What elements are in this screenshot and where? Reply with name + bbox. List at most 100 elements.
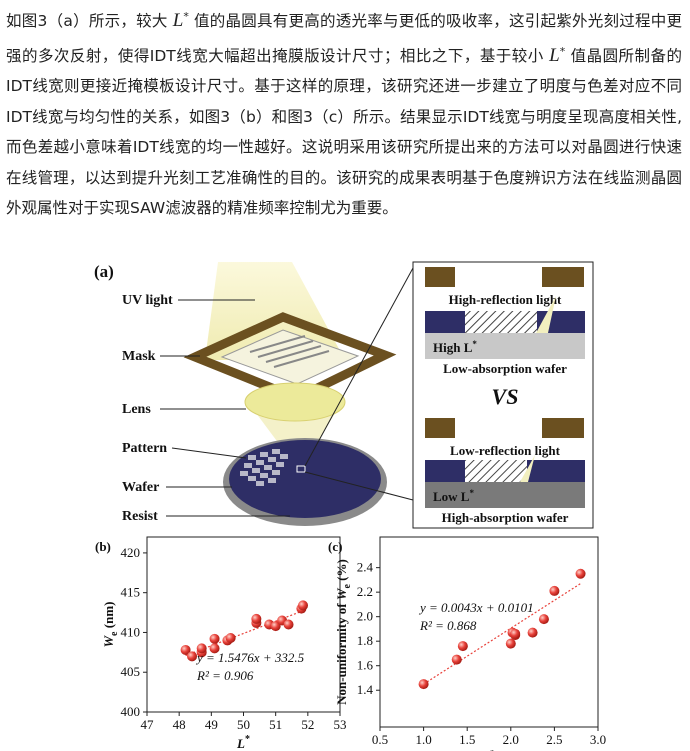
label-leaders [160, 299, 290, 517]
x-tick-label: 52 [301, 717, 314, 732]
point [549, 585, 560, 596]
y-tick-label: 1.8 [357, 633, 373, 648]
point [209, 643, 220, 654]
mask-block [542, 418, 584, 438]
light-ray [520, 455, 535, 482]
hatch [465, 460, 527, 482]
point [251, 613, 262, 624]
y-tick-label: 2.4 [357, 560, 374, 575]
y-tick-label: 410 [121, 624, 141, 639]
point [505, 638, 516, 649]
label-part: W [334, 587, 349, 600]
label-part: L [236, 736, 245, 751]
label: Wafer [122, 480, 159, 495]
point [225, 633, 236, 644]
zoom-line [304, 267, 414, 467]
point [187, 651, 198, 662]
mask-frame [183, 312, 397, 403]
point [575, 568, 586, 579]
panel-label: (b) [95, 539, 111, 554]
y-axis-label: We (nm) [101, 602, 120, 648]
y-tick-label: 1.4 [357, 682, 374, 697]
label: UV light [122, 293, 173, 308]
inset-text: * [472, 339, 477, 349]
x-axis-label: ΔE*ab [473, 749, 506, 751]
zoom-line [304, 471, 414, 501]
label: Pattern [122, 441, 167, 456]
x-tick-label: 0.5 [372, 732, 388, 747]
y-tick-label: 2.0 [357, 609, 373, 624]
inset-text: Low L [433, 489, 470, 504]
x-tick-label: 51 [269, 717, 282, 732]
inset-text: Low-absorption wafer [443, 361, 567, 376]
label-part: * [245, 734, 250, 745]
pattern-grid [240, 449, 288, 486]
y-tick-label: 415 [121, 585, 141, 600]
equation: y = 0.0043x + 0.0101 [418, 600, 534, 615]
x-tick-label: 53 [334, 717, 347, 732]
equation: y = 1.5476x + 332.5 [195, 650, 305, 665]
symbol-sup: * [183, 10, 189, 23]
y-tick-label: 400 [121, 704, 141, 719]
label: Lens [122, 402, 151, 417]
label-part: * [490, 749, 495, 751]
r-squared: R² = 0.868 [419, 618, 477, 633]
trend-line [423, 583, 581, 685]
point [196, 643, 207, 654]
label-part: (nm) [101, 602, 116, 632]
zoom-box [296, 465, 306, 473]
inset-text: * [469, 488, 474, 498]
y-tick-label: 420 [121, 545, 141, 560]
mask-block [425, 267, 455, 287]
label-part: e [109, 631, 120, 636]
x-tick-label: 2.5 [546, 732, 562, 747]
mask-block [542, 267, 584, 287]
mask-lines [249, 335, 330, 368]
light-ray [536, 296, 556, 333]
point [510, 628, 521, 639]
x-tick-label: 1.0 [415, 732, 431, 747]
resist [229, 440, 381, 518]
label-part: (%) [334, 559, 349, 584]
inset-text: High-absorption wafer [442, 510, 569, 525]
x-tick-label: 3.0 [590, 732, 606, 747]
point [298, 600, 309, 611]
text: 值的晶圆具有更高的透光率与更低的吸收率，这引起紫外光刻过程中更强的多次反射，使得… [6, 12, 682, 65]
text: 如图3（a）所示，较大 [6, 12, 173, 31]
label-part: Non-uniformity of [334, 600, 349, 705]
wafer-layer [425, 482, 585, 508]
point [418, 679, 429, 690]
symbol: L [549, 44, 560, 66]
x-tick-label: 2.0 [503, 732, 519, 747]
y-axis-label: Non-uniformity of We (%) [334, 559, 353, 705]
y-tick-label: 405 [121, 664, 141, 679]
x-axis-label: L* [236, 734, 250, 751]
point [209, 633, 220, 644]
x-tick-label: 48 [173, 717, 186, 732]
text: 值晶圆所制备的IDT线宽则更接近掩模板设计尺寸。基于这样的原理，该研究还进一步建… [6, 46, 682, 218]
label-part: e [342, 584, 353, 589]
point [527, 627, 538, 638]
y-tick-label: 2.2 [357, 584, 373, 599]
hatch [465, 311, 537, 333]
x-tick-label: 50 [237, 717, 250, 732]
plot-frame [146, 536, 341, 713]
inset-text: VS [492, 384, 519, 409]
point [451, 654, 462, 665]
paragraph: 如图3（a）所示，较大 L* 值的晶圆具有更高的透光率与更低的吸收率，这引起紫外… [6, 2, 682, 224]
point [538, 614, 549, 625]
label: Resist [122, 509, 158, 524]
inset-text: High L* [433, 339, 477, 355]
inset-text: Low-reflection light [450, 443, 561, 458]
x-tick-label: 47 [141, 717, 155, 732]
inset-text: Low L* [433, 488, 474, 504]
r-squared: R² = 0.906 [196, 668, 254, 683]
wafer-layer [425, 333, 585, 359]
inset-text: High L [433, 340, 473, 355]
inset-text: High-reflection light [449, 292, 562, 307]
plot-frame [379, 536, 599, 728]
point [180, 644, 191, 655]
symbol: L [172, 10, 184, 32]
